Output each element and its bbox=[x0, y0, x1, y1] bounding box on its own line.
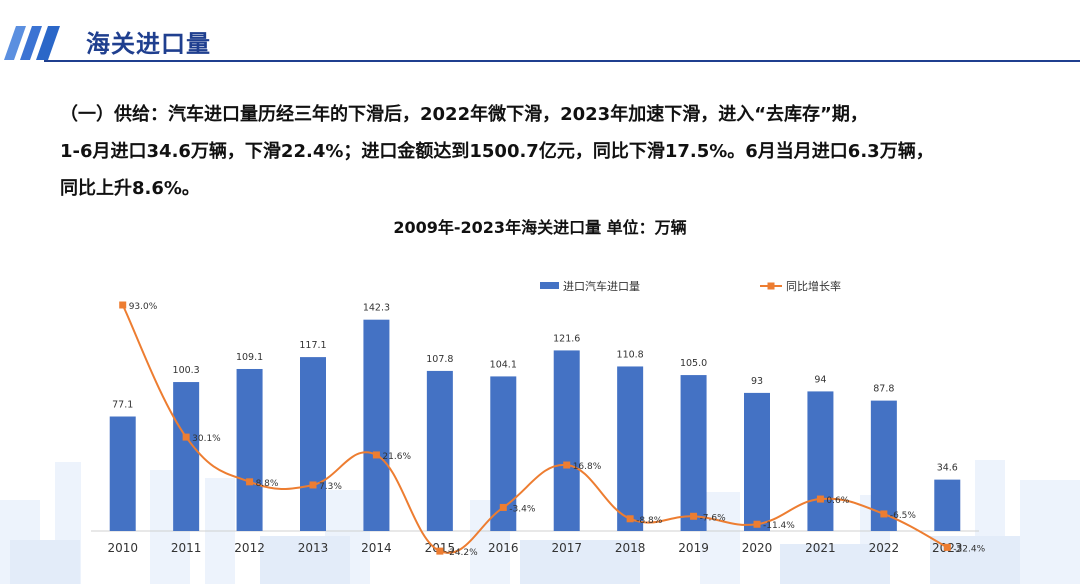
bar-data-label: 121.6 bbox=[553, 333, 580, 344]
legend-bar-swatch bbox=[540, 282, 559, 289]
bar bbox=[617, 366, 644, 531]
line-data-label: -7.6% bbox=[700, 513, 727, 523]
bar-data-label: 87.8 bbox=[873, 384, 894, 395]
bar-data-label: 109.1 bbox=[236, 352, 263, 363]
page-title: 海关进口量 bbox=[86, 30, 211, 58]
bar bbox=[173, 382, 200, 531]
bar bbox=[744, 392, 770, 531]
header-divider bbox=[44, 60, 1080, 62]
bar bbox=[300, 357, 326, 531]
line-data-label: 7.3% bbox=[319, 482, 342, 492]
line-point bbox=[372, 451, 380, 459]
bar-data-label: 100.3 bbox=[173, 365, 200, 376]
bar-data-label: 110.8 bbox=[617, 349, 644, 360]
bar-data-label: 34.6 bbox=[937, 463, 958, 474]
bar-data-label: 94 bbox=[814, 374, 826, 385]
x-tick-label: 2019 bbox=[678, 541, 709, 555]
line-data-label: 8.8% bbox=[256, 479, 279, 489]
line-point bbox=[182, 433, 190, 441]
x-tick-label: 2014 bbox=[361, 541, 392, 555]
line-data-label: -24.2% bbox=[446, 548, 478, 558]
line-data-label: -3.4% bbox=[509, 504, 536, 514]
line-data-label: -11.4% bbox=[763, 521, 795, 531]
bar-data-label: 107.8 bbox=[426, 354, 453, 365]
line-point bbox=[943, 543, 951, 551]
line-point bbox=[309, 481, 317, 489]
x-tick-label: 2022 bbox=[869, 541, 900, 555]
line-point bbox=[436, 547, 444, 555]
bar-data-label: 104.1 bbox=[490, 359, 517, 370]
bar bbox=[934, 479, 961, 531]
line-point bbox=[753, 520, 761, 528]
line-data-label: -6.5% bbox=[890, 511, 917, 521]
legend-bar-label: 进口汽车进口量 bbox=[563, 279, 640, 293]
summary-paragraph: （一）供给：汽车进口量历经三年的下滑后，2022年微下滑，2023年加速下滑，进… bbox=[60, 96, 1060, 207]
line-point bbox=[563, 461, 571, 469]
legend-line-label: 同比增长率 bbox=[786, 279, 841, 293]
bar bbox=[363, 319, 390, 531]
line-data-label: -22.4% bbox=[953, 544, 985, 554]
x-tick-label: 2016 bbox=[488, 541, 519, 555]
header-stripes-logo bbox=[4, 26, 60, 60]
x-tick-label: 2018 bbox=[615, 541, 646, 555]
x-tick-label: 2013 bbox=[298, 541, 329, 555]
line-point bbox=[626, 515, 634, 523]
line-data-label: -8.8% bbox=[636, 516, 663, 526]
line-data-label: 93.0% bbox=[129, 302, 158, 312]
legend-line-marker bbox=[767, 282, 775, 290]
line-point bbox=[690, 512, 698, 520]
line-point bbox=[119, 301, 127, 309]
x-tick-label: 2020 bbox=[742, 541, 773, 555]
line-data-label: 30.1% bbox=[192, 434, 221, 444]
bar bbox=[236, 368, 263, 531]
line-point bbox=[880, 510, 888, 518]
x-tick-label: 2010 bbox=[107, 541, 138, 555]
bar-data-label: 93 bbox=[751, 376, 763, 387]
bar-data-label: 77.1 bbox=[112, 400, 133, 411]
bar bbox=[109, 416, 136, 531]
bar-data-label: 105.0 bbox=[680, 358, 707, 369]
bar bbox=[553, 350, 580, 531]
line-data-label: 0.6% bbox=[826, 496, 849, 506]
x-tick-label: 2017 bbox=[551, 541, 582, 555]
summary-line: （一）供给：汽车进口量历经三年的下滑后，2022年微下滑，2023年加速下滑，进… bbox=[60, 104, 868, 125]
bar-data-label: 142.3 bbox=[363, 303, 390, 314]
line-data-label: 16.8% bbox=[573, 462, 602, 472]
line-point bbox=[246, 478, 254, 486]
summary-line: 同比上升8.6%。 bbox=[60, 178, 200, 199]
bar bbox=[807, 391, 834, 531]
bar bbox=[680, 375, 707, 531]
line-point bbox=[816, 495, 824, 503]
x-tick-label: 2021 bbox=[805, 541, 836, 555]
line-point bbox=[499, 503, 507, 511]
line-data-label: 21.6% bbox=[382, 452, 411, 462]
x-tick-label: 2011 bbox=[171, 541, 202, 555]
bar-data-label: 117.1 bbox=[299, 340, 326, 351]
bar bbox=[870, 400, 897, 531]
x-tick-label: 2012 bbox=[234, 541, 265, 555]
summary-line: 1-6月进口34.6万辆，下滑22.4%；进口金额达到1500.7亿元，同比下滑… bbox=[60, 141, 934, 162]
chart-title: 2009年-2023年海关进口量 单位：万辆 bbox=[393, 218, 687, 237]
bar bbox=[426, 370, 453, 531]
page-header: 海关进口量 bbox=[0, 18, 1080, 64]
